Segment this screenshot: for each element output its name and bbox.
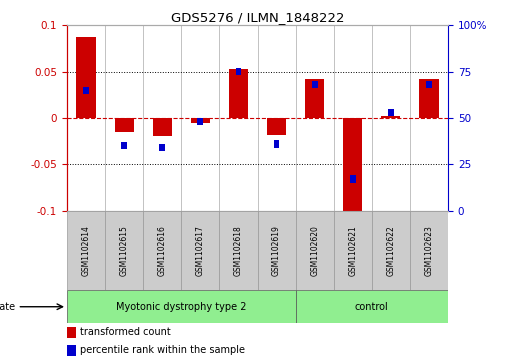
Bar xyxy=(312,81,318,88)
Text: GSM1102623: GSM1102623 xyxy=(424,225,434,276)
Bar xyxy=(258,211,296,290)
Bar xyxy=(67,211,105,290)
Bar xyxy=(372,211,410,290)
Bar xyxy=(67,327,76,338)
Text: disease state: disease state xyxy=(0,302,15,312)
Text: percentile rank within the sample: percentile rank within the sample xyxy=(80,345,245,355)
Text: GSM1102622: GSM1102622 xyxy=(386,225,396,276)
Bar xyxy=(105,211,143,290)
Bar xyxy=(273,140,280,148)
Text: GSM1102617: GSM1102617 xyxy=(196,225,205,276)
Title: GDS5276 / ILMN_1848222: GDS5276 / ILMN_1848222 xyxy=(171,11,344,24)
Bar xyxy=(219,211,258,290)
Bar xyxy=(305,79,324,118)
Bar xyxy=(197,118,203,125)
Text: GSM1102618: GSM1102618 xyxy=(234,225,243,276)
Text: GSM1102615: GSM1102615 xyxy=(119,225,129,276)
Bar xyxy=(296,211,334,290)
Bar xyxy=(191,118,210,123)
Text: control: control xyxy=(355,302,389,312)
Bar xyxy=(181,211,219,290)
Bar xyxy=(410,211,448,290)
Text: GSM1102621: GSM1102621 xyxy=(348,225,357,276)
Bar xyxy=(382,116,401,118)
Bar xyxy=(235,68,242,76)
Text: transformed count: transformed count xyxy=(80,327,171,337)
Bar xyxy=(388,109,394,116)
Text: GSM1102620: GSM1102620 xyxy=(310,225,319,276)
Bar xyxy=(121,142,127,150)
Bar xyxy=(67,345,76,356)
Bar xyxy=(419,79,439,118)
Bar xyxy=(83,86,89,94)
Bar xyxy=(296,290,448,323)
Bar xyxy=(143,211,181,290)
Bar xyxy=(344,118,363,212)
Bar xyxy=(159,144,165,151)
Bar xyxy=(426,81,432,88)
Bar xyxy=(67,290,296,323)
Text: GSM1102616: GSM1102616 xyxy=(158,225,167,276)
Bar xyxy=(267,118,286,135)
Bar xyxy=(114,118,134,132)
Bar xyxy=(350,175,356,183)
Bar xyxy=(153,118,172,136)
Bar xyxy=(76,37,96,118)
Text: GSM1102614: GSM1102614 xyxy=(81,225,91,276)
Text: GSM1102619: GSM1102619 xyxy=(272,225,281,276)
Text: Myotonic dystrophy type 2: Myotonic dystrophy type 2 xyxy=(116,302,247,312)
Bar xyxy=(229,69,248,118)
Bar xyxy=(334,211,372,290)
